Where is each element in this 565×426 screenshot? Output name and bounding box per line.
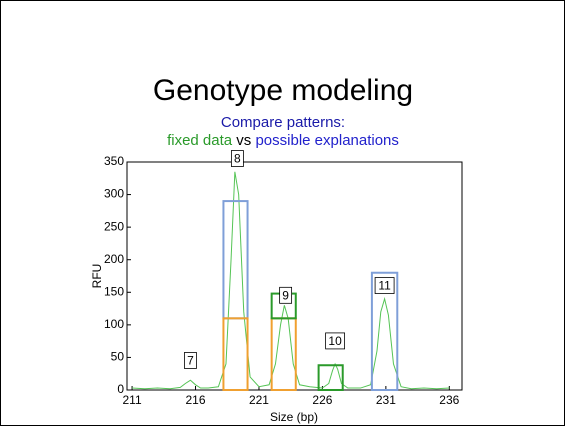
x-tick-label: 236 xyxy=(439,393,459,407)
peak-label-box xyxy=(279,286,293,304)
y-axis-label: RFU xyxy=(90,264,104,289)
allele-box xyxy=(317,364,344,392)
peak-label: 9 xyxy=(282,288,289,302)
allele-box xyxy=(370,271,399,391)
peak-label: 10 xyxy=(328,334,342,348)
fixed-text: fixed data xyxy=(167,132,233,149)
peak-label-box xyxy=(374,277,395,294)
peak-label-box xyxy=(230,150,244,167)
y-tick-label: 100 xyxy=(104,317,124,331)
x-axis-label: Size (bp) xyxy=(270,410,318,424)
x-tick-label: 231 xyxy=(376,393,396,407)
x-tick-label: 211 xyxy=(123,393,142,407)
subtitle: Compare patterns: xyxy=(221,114,345,131)
peak-label-box xyxy=(184,352,197,369)
vs-text: vs xyxy=(236,132,251,149)
y-tick-label: 0 xyxy=(117,382,124,396)
y-tick-label: 300 xyxy=(104,187,124,201)
x-tick-label: 221 xyxy=(249,393,269,407)
peak-label-box xyxy=(325,332,346,350)
x-tick-label: 216 xyxy=(186,393,206,407)
possible-text: possible explanations xyxy=(255,132,398,149)
y-tick-label: 150 xyxy=(104,284,124,298)
y-tick-label: 350 xyxy=(104,154,124,168)
slide-title: Genotype modeling xyxy=(153,74,413,107)
allele-box xyxy=(222,317,249,392)
peak-label: 8 xyxy=(234,152,241,166)
x-tick-label: 226 xyxy=(312,393,332,407)
y-tick-label: 50 xyxy=(111,350,125,364)
subtitle-2: fixed data vs possible explanations xyxy=(167,132,399,149)
y-tick-label: 250 xyxy=(104,219,124,233)
y-tick-label: 200 xyxy=(104,252,124,266)
peak-label: 7 xyxy=(187,354,194,368)
peak-label: 11 xyxy=(378,279,391,293)
